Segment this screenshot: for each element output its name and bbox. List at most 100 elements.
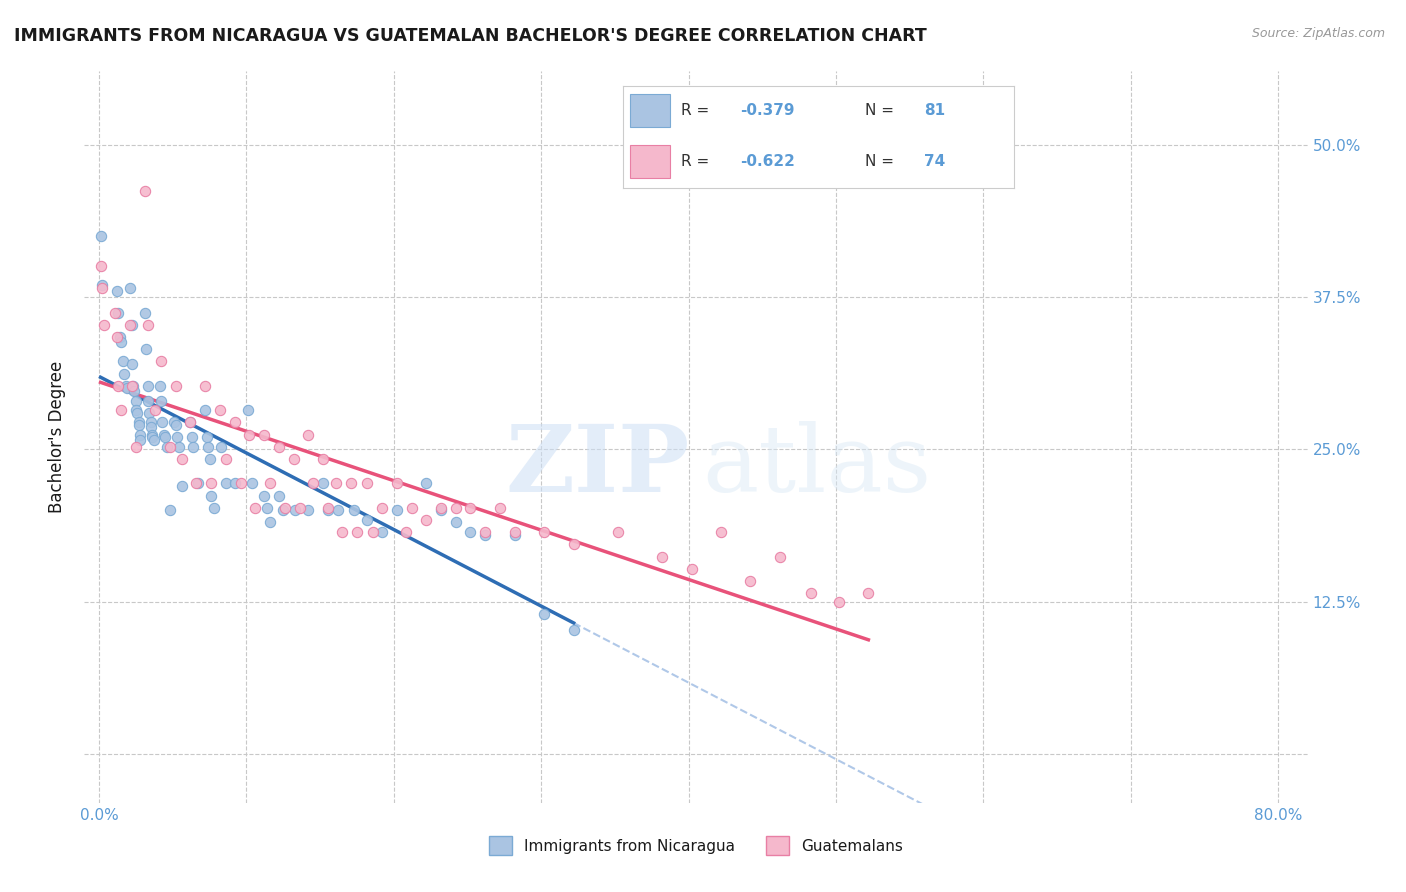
Point <box>107 306 129 320</box>
Point <box>533 607 555 621</box>
Point <box>152 416 174 430</box>
Point <box>229 476 252 491</box>
Point <box>415 513 437 527</box>
Point <box>267 489 290 503</box>
Point <box>312 452 335 467</box>
Point <box>129 427 152 442</box>
Point <box>150 393 173 408</box>
Point <box>444 516 467 530</box>
Point <box>141 430 163 444</box>
Y-axis label: Bachelor's Degree: Bachelor's Degree <box>48 361 66 513</box>
Point <box>343 503 366 517</box>
Point <box>533 525 555 540</box>
Point <box>297 503 319 517</box>
Point <box>121 379 143 393</box>
Point <box>710 525 733 540</box>
Point <box>124 384 146 398</box>
Point <box>385 503 408 517</box>
Point <box>240 476 263 491</box>
Point <box>340 476 363 491</box>
Point <box>562 537 585 551</box>
Point <box>202 500 225 515</box>
Point <box>385 476 408 491</box>
Point <box>142 433 165 447</box>
Point <box>155 430 177 444</box>
Point <box>104 306 127 320</box>
Point <box>128 417 150 432</box>
Point <box>110 334 132 349</box>
Point <box>165 417 187 432</box>
Point <box>297 427 319 442</box>
Point <box>356 476 378 491</box>
Point <box>167 440 190 454</box>
Point <box>371 500 394 515</box>
Point <box>143 403 166 417</box>
Point <box>198 452 221 467</box>
Point <box>200 476 222 491</box>
Point <box>166 430 188 444</box>
Point <box>195 430 218 444</box>
Text: IMMIGRANTS FROM NICARAGUA VS GUATEMALAN BACHELOR'S DEGREE CORRELATION CHART: IMMIGRANTS FROM NICARAGUA VS GUATEMALAN … <box>14 27 927 45</box>
Point <box>259 516 281 530</box>
Point <box>170 452 193 467</box>
Point <box>105 284 128 298</box>
Point <box>183 440 205 454</box>
Point <box>93 318 115 332</box>
Point <box>651 549 673 564</box>
Point <box>200 489 222 503</box>
Text: Source: ZipAtlas.com: Source: ZipAtlas.com <box>1251 27 1385 40</box>
Point <box>125 440 148 454</box>
Point <box>186 476 208 491</box>
Point <box>194 379 217 393</box>
Point <box>316 500 339 515</box>
Point <box>361 525 384 540</box>
Point <box>139 416 162 430</box>
Point <box>681 562 703 576</box>
Point <box>150 354 173 368</box>
Point <box>800 586 823 600</box>
Point <box>273 503 295 517</box>
Point <box>209 440 232 454</box>
Point <box>197 440 219 454</box>
Point <box>112 367 135 381</box>
Point <box>215 476 238 491</box>
Point <box>274 500 297 515</box>
Point <box>159 503 181 517</box>
Point <box>159 440 181 454</box>
Point <box>346 525 368 540</box>
Point <box>91 277 114 292</box>
Point <box>170 479 193 493</box>
Point <box>194 403 217 417</box>
Point <box>134 184 156 198</box>
Point <box>163 416 186 430</box>
Point <box>121 357 143 371</box>
Point <box>139 420 162 434</box>
Point <box>460 525 482 540</box>
Point <box>430 500 453 515</box>
Point <box>238 427 260 442</box>
Text: ZIP: ZIP <box>506 421 690 511</box>
Point <box>312 476 335 491</box>
Point <box>118 281 141 295</box>
Point <box>325 476 347 491</box>
Point <box>136 318 159 332</box>
Point <box>256 500 278 515</box>
Point <box>224 476 246 491</box>
Point <box>236 403 259 417</box>
Point <box>90 260 112 274</box>
Point <box>118 318 141 332</box>
Point <box>129 433 152 447</box>
Point <box>740 574 762 588</box>
Point <box>115 381 138 395</box>
Point <box>858 586 880 600</box>
Point <box>134 306 156 320</box>
Point <box>121 318 143 332</box>
Point <box>828 594 851 608</box>
Point <box>401 500 423 515</box>
Point <box>283 452 305 467</box>
Point <box>284 503 307 517</box>
Point <box>503 525 526 540</box>
Point <box>395 525 418 540</box>
Point <box>141 427 163 442</box>
Text: atlas: atlas <box>702 421 931 511</box>
